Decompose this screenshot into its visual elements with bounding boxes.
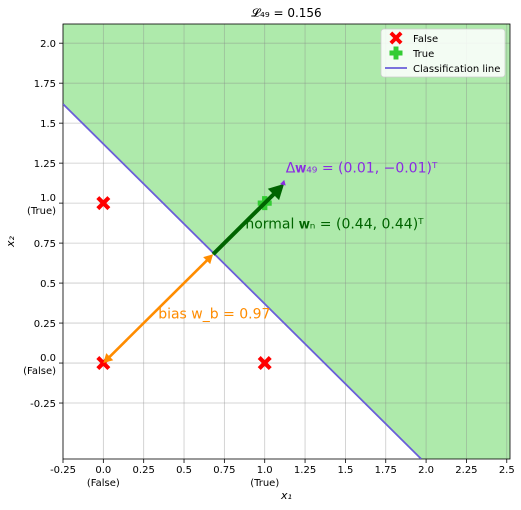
chart-title: 𝓛₄₉ = 0.156 xyxy=(251,6,321,20)
legend-label: True xyxy=(412,49,434,60)
x-tick-label: 2.5 xyxy=(499,465,515,476)
x-tick-label: 1.0 xyxy=(257,465,273,476)
true-region xyxy=(63,24,510,459)
bias-arrow-tail-head xyxy=(203,254,214,265)
x-tick-label: 1.25 xyxy=(294,465,316,476)
arrows xyxy=(103,179,286,364)
y-tick-label: 0.25 xyxy=(34,319,56,330)
bias-annotation: bias w_b = 0.97 xyxy=(158,306,270,322)
point-false xyxy=(257,356,272,371)
legend-box xyxy=(380,28,506,78)
normal-annotation: normal 𝐰ₙ = (0.44, 0.44)ᵀ xyxy=(245,217,424,233)
delta-arrow-head xyxy=(280,179,286,186)
legend-label: Classification line xyxy=(413,64,500,75)
legend-label: False xyxy=(413,34,438,45)
y-tick-sublabel: (False) xyxy=(23,366,56,377)
legend-marker-false xyxy=(389,31,403,45)
y-tick-label: 1.5 xyxy=(40,119,56,130)
annotations: Δ𝐰₄₉ = (0.01, −0.01)ᵀ normal 𝐰ₙ = (0.44, … xyxy=(158,161,438,323)
x-tick-sublabel: (False) xyxy=(87,478,120,489)
x-tick-label: 0.75 xyxy=(213,465,235,476)
y-tick-sublabel: (True) xyxy=(27,206,56,217)
plot-frame xyxy=(62,23,511,460)
legend-marker-true xyxy=(389,46,403,60)
x-tick-label: 0.5 xyxy=(176,465,192,476)
y-tick-label: 0.5 xyxy=(40,279,56,290)
point-false xyxy=(96,196,111,211)
normal-arrow-head xyxy=(267,183,285,201)
bias-arrow xyxy=(108,259,209,359)
normal-arrow xyxy=(211,192,276,256)
y-tick-label: -0.25 xyxy=(30,399,56,410)
x-tick-label: 2.0 xyxy=(418,465,434,476)
x-tick-label: 0.0 xyxy=(95,465,111,476)
classification-line xyxy=(63,103,422,459)
y-tick-label: 2.0 xyxy=(40,39,56,50)
x-axis-label: x₁ xyxy=(280,489,292,502)
legend: False True Classification line xyxy=(380,28,506,78)
grid xyxy=(62,23,511,460)
y-tick-label: 0.75 xyxy=(34,239,56,250)
y-axis-label: x₂ xyxy=(4,235,17,248)
plot-area xyxy=(63,24,510,459)
x-tick-label: 1.5 xyxy=(337,465,353,476)
x-tick-label: 0.25 xyxy=(133,465,155,476)
bias-arrow-head xyxy=(103,353,114,364)
x-tick-sublabel: (True) xyxy=(250,478,279,489)
x-tick-label: -0.25 xyxy=(50,465,76,476)
y-tick-label: 1.75 xyxy=(34,79,56,90)
y-tick-label: 1.25 xyxy=(34,159,56,170)
y-tick-label: 0.0 xyxy=(40,353,56,364)
ticks: -0.25 0.0 (False) 0.25 0.5 0.75 1.0 (True) 1.25 1… xyxy=(23,39,515,489)
x-tick-label: 2.25 xyxy=(455,465,477,476)
x-tick-label: 1.75 xyxy=(375,465,397,476)
y-tick-label: 1.0 xyxy=(40,193,56,204)
delta-w-annotation: Δ𝐰₄₉ = (0.01, −0.01)ᵀ xyxy=(286,161,438,177)
